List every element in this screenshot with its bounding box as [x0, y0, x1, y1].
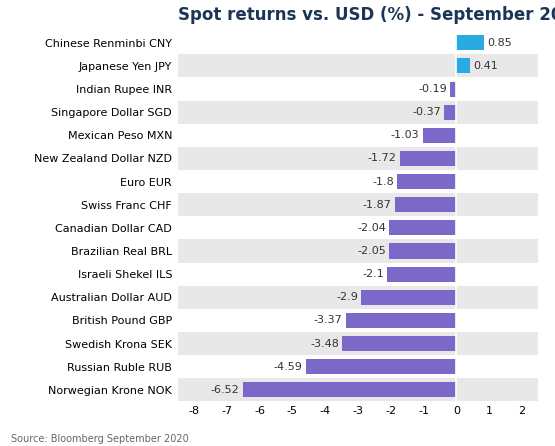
Bar — [178, 124, 538, 147]
Bar — [456, 35, 484, 50]
Text: -3.37: -3.37 — [314, 315, 342, 326]
Text: -2.05: -2.05 — [357, 246, 386, 256]
Bar — [390, 220, 456, 235]
Bar — [361, 290, 456, 305]
Text: -6.52: -6.52 — [210, 385, 239, 395]
Bar — [400, 151, 456, 166]
Text: Source: Bloomberg September 2020: Source: Bloomberg September 2020 — [11, 434, 189, 444]
Bar — [178, 332, 538, 355]
Bar — [178, 147, 538, 170]
Bar — [387, 267, 456, 282]
Bar — [389, 244, 456, 259]
Bar — [450, 82, 456, 97]
Bar — [178, 286, 538, 309]
Text: -2.1: -2.1 — [362, 269, 384, 279]
Bar — [178, 378, 538, 401]
Text: -1.72: -1.72 — [368, 153, 397, 164]
Bar — [178, 355, 538, 378]
Text: 0.85: 0.85 — [487, 38, 512, 48]
Text: -0.19: -0.19 — [418, 84, 447, 94]
Bar — [178, 309, 538, 332]
Bar — [342, 336, 456, 351]
Text: 0.41: 0.41 — [473, 61, 498, 71]
Text: -3.48: -3.48 — [310, 339, 339, 349]
Bar — [346, 313, 456, 328]
Bar — [178, 31, 538, 54]
Text: -1.03: -1.03 — [391, 130, 420, 140]
Bar — [397, 174, 456, 189]
Text: -4.59: -4.59 — [274, 362, 302, 372]
Bar — [178, 78, 538, 101]
Bar — [178, 170, 538, 193]
Bar — [178, 216, 538, 240]
Bar — [178, 263, 538, 286]
Bar — [306, 359, 456, 374]
Bar — [178, 193, 538, 216]
Bar — [456, 58, 470, 74]
Bar — [444, 105, 456, 120]
Bar — [178, 240, 538, 263]
Text: -2.9: -2.9 — [336, 292, 358, 302]
Bar — [422, 128, 456, 143]
Text: -1.8: -1.8 — [372, 177, 394, 186]
Text: -2.04: -2.04 — [357, 223, 386, 233]
Bar — [178, 54, 538, 78]
Text: -0.37: -0.37 — [412, 107, 441, 117]
Bar — [178, 101, 538, 124]
Bar — [243, 382, 456, 397]
Text: Spot returns vs. USD (%) - September 2020: Spot returns vs. USD (%) - September 202… — [178, 6, 555, 24]
Bar — [395, 197, 456, 212]
Text: -1.87: -1.87 — [363, 200, 392, 210]
